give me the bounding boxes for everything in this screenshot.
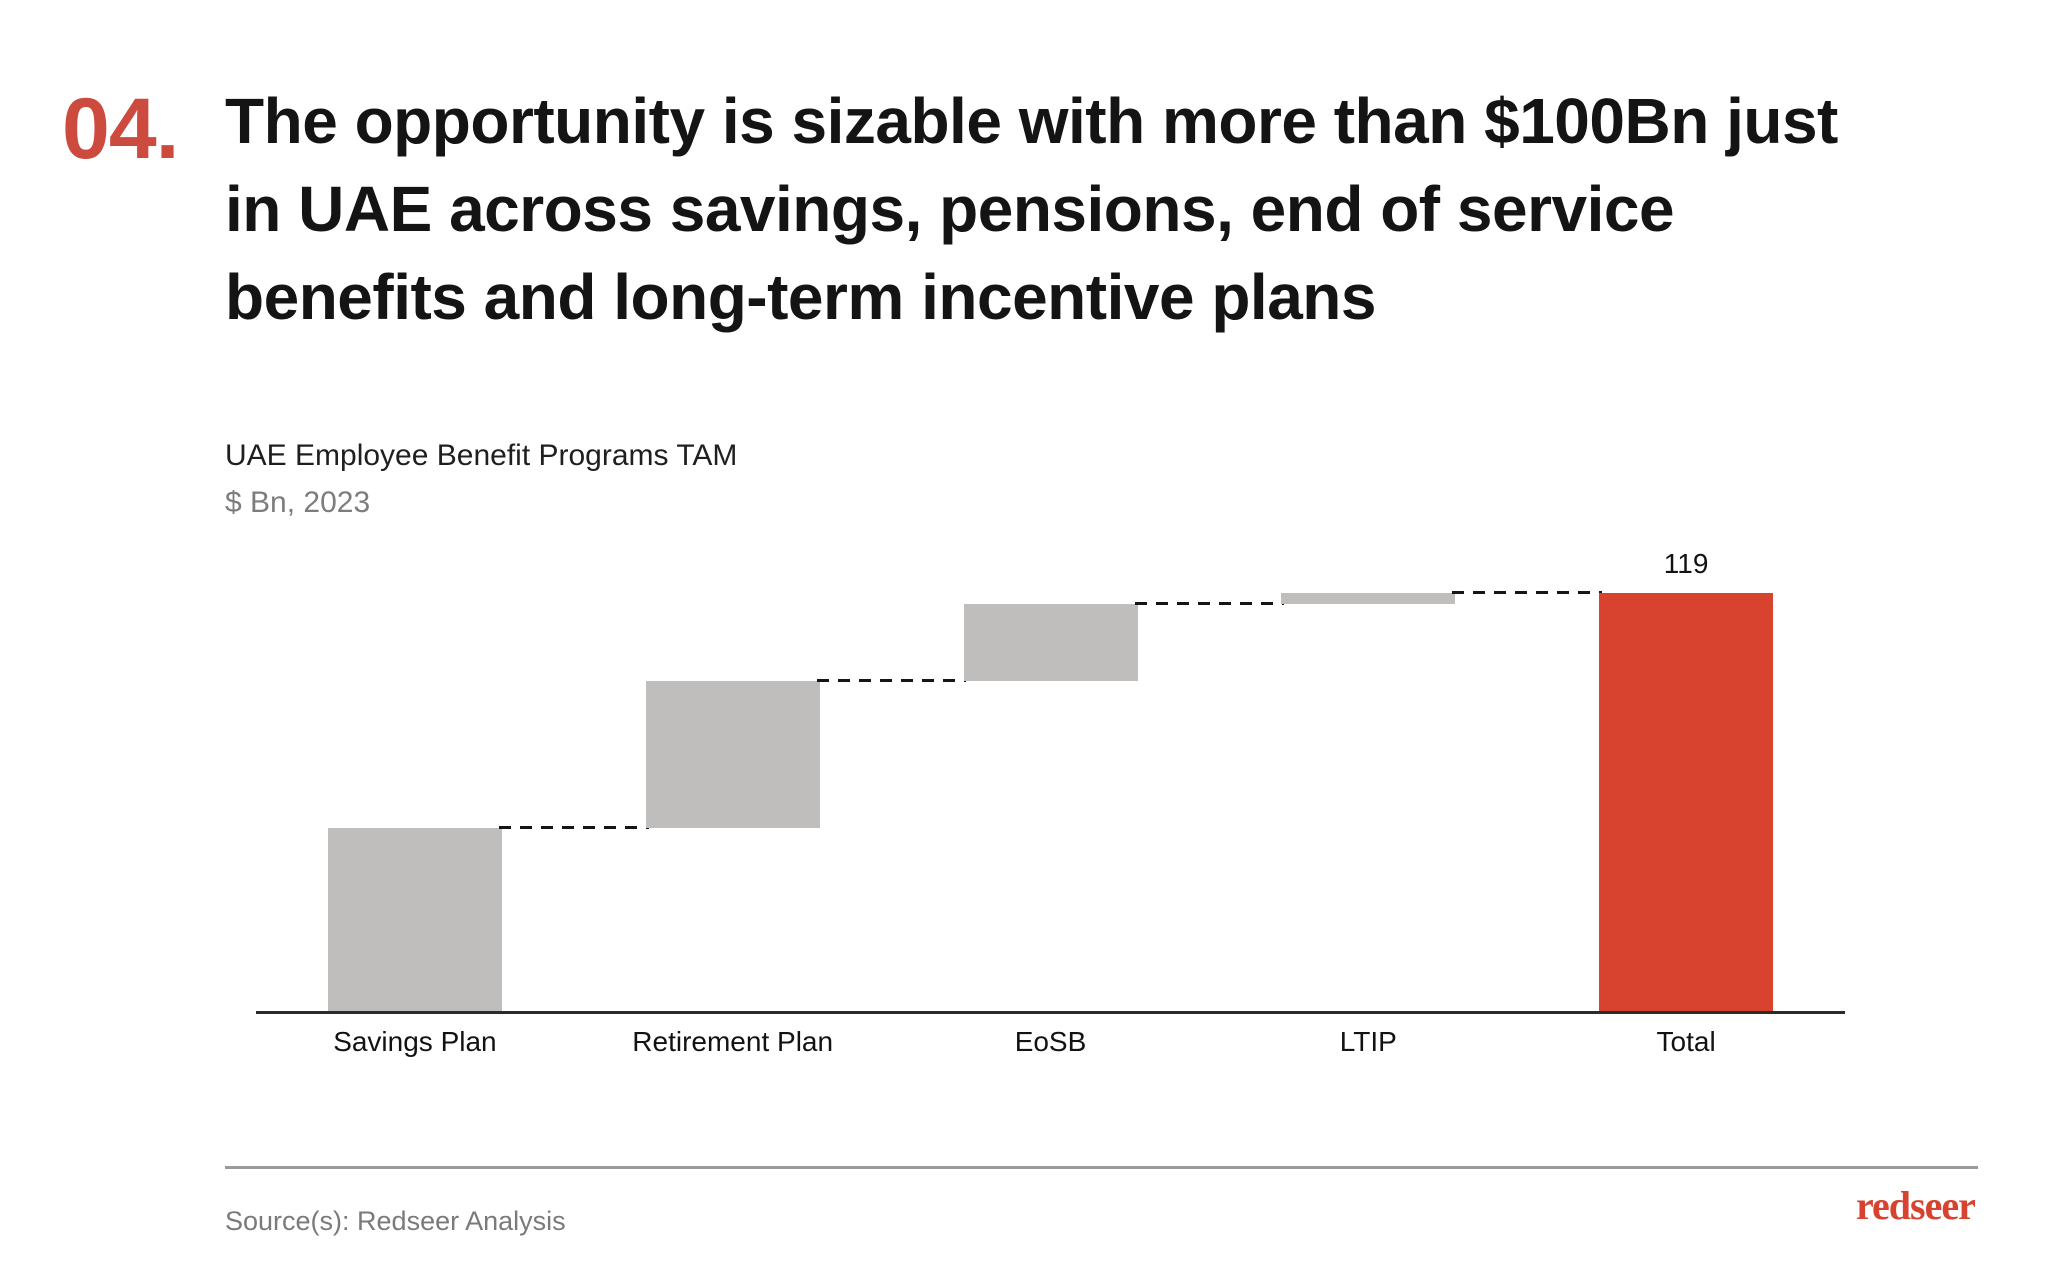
waterfall-connector-3 [1134, 601, 1285, 605]
slide-title-line-1: The opportunity is sizable with more tha… [225, 85, 1838, 157]
bar-eosb [963, 603, 1138, 681]
chart-unit-label: $ Bn, 2023 [225, 486, 371, 519]
x-axis-label-total: Total [1656, 1026, 1716, 1057]
chart-title: UAE Employee Benefit Programs TAM [225, 439, 738, 472]
waterfall-connector-1 [498, 826, 649, 830]
waterfall-plot: 119 [256, 540, 1845, 1014]
waterfall-connector-2 [816, 678, 967, 682]
x-axis-labels: Savings Plan Retirement Plan EoSB LTIP Total [256, 1025, 1845, 1065]
slide-title-line-3: benefits and long-term incentive plans [225, 261, 1376, 333]
x-axis-line [256, 1011, 1845, 1014]
slide-title-line-2: in UAE across savings, pensions, end of … [225, 173, 1675, 245]
x-axis-label-ltip: LTIP [1339, 1026, 1397, 1057]
x-axis-label-savings-plan: Savings Plan [333, 1026, 497, 1057]
bar-total [1599, 593, 1774, 1011]
bar-ltip [1281, 593, 1456, 604]
redseer-logo: redseer [1856, 1183, 1976, 1228]
bar-savings-plan [327, 828, 502, 1011]
slide-number: 04. [62, 81, 180, 177]
waterfall-connector-4 [1452, 591, 1603, 594]
source-text: Source(s): Redseer Analysis [225, 1206, 566, 1236]
x-axis-label-retirement-plan: Retirement Plan [632, 1026, 834, 1057]
x-axis-label-eosb: EoSB [1014, 1026, 1087, 1057]
bar-retirement-plan [645, 680, 820, 829]
slide-title: The opportunity is sizable with more tha… [225, 77, 2025, 341]
footer-divider [225, 1166, 1978, 1169]
data-label-total: 119 [1663, 548, 1709, 579]
